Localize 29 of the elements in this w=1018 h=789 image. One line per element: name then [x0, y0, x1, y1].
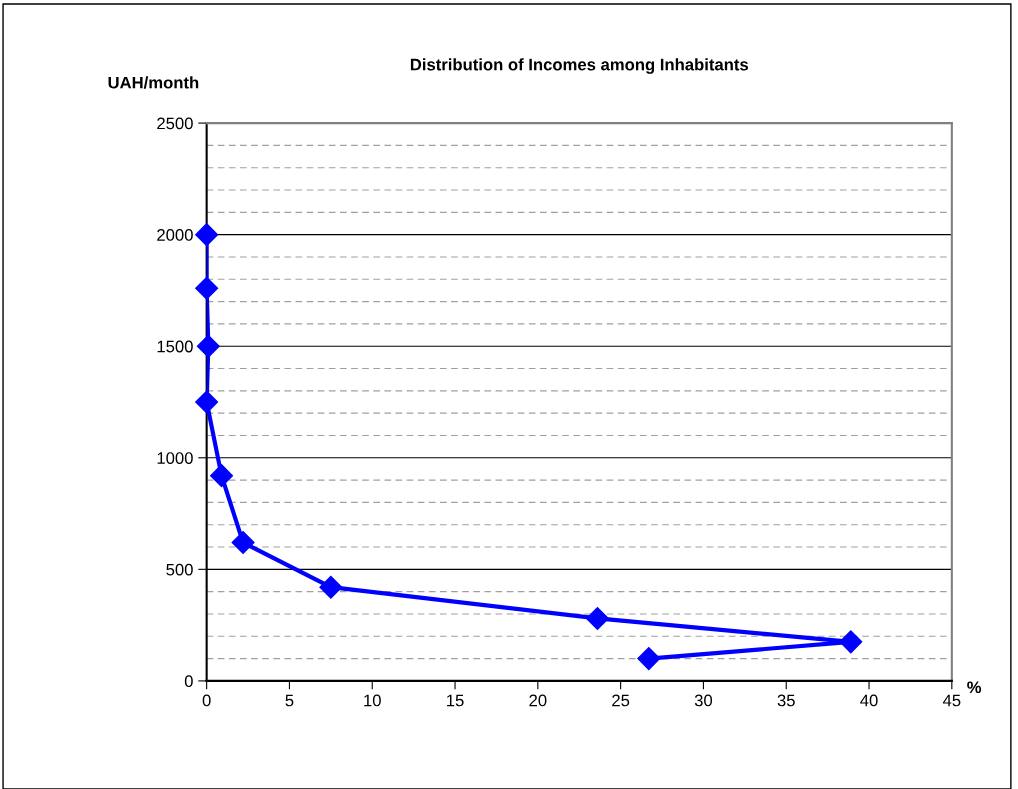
chart-title: Distribution of Incomes among Inhabitants	[410, 58, 749, 74]
point	[319, 575, 343, 599]
x-tick-label: 15	[447, 694, 464, 707]
x-tick-label: 25	[612, 694, 630, 707]
point	[195, 390, 219, 414]
x-tick-label: 10	[364, 694, 381, 707]
x-tick-label: 30	[694, 694, 713, 707]
y-tick-label: 0	[184, 675, 193, 688]
x-axis-title: %	[967, 681, 982, 694]
y-tick-label: 2500	[157, 117, 193, 130]
y-tick-label: 1000	[157, 452, 193, 464]
point	[195, 223, 219, 247]
y-tick-label: 2000	[157, 229, 193, 241]
point	[839, 630, 863, 654]
x-tick-label: 20	[529, 694, 547, 707]
point	[231, 531, 255, 555]
point	[210, 464, 234, 488]
x-tick-label: 40	[860, 694, 878, 707]
point	[195, 276, 219, 300]
x-tick-label: 35	[777, 694, 795, 707]
x-tick-label: 45	[942, 694, 961, 707]
y-tick-label: 1500	[157, 340, 193, 353]
x-tick-label: 0	[202, 694, 211, 707]
x-tick-label: 5	[285, 694, 294, 707]
point	[585, 606, 609, 630]
y-axis-title: UAH/month	[108, 76, 199, 89]
point	[637, 647, 661, 671]
y-tick-label: 500	[166, 563, 193, 576]
point	[196, 334, 220, 358]
